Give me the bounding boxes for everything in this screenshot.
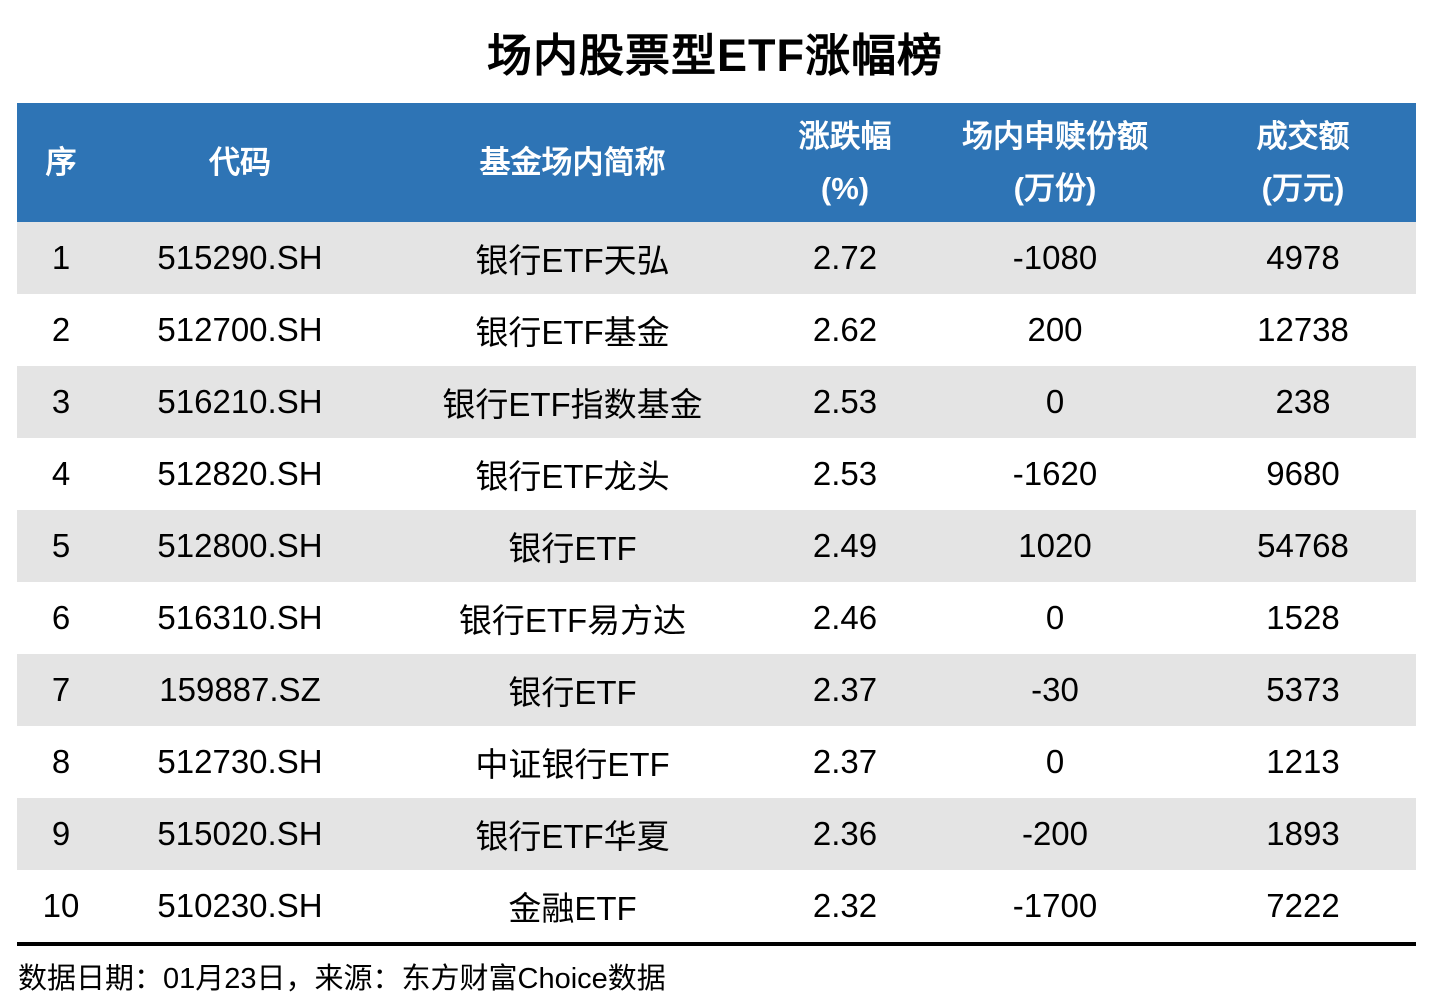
col-header-shares-line2: (万份) [1013,170,1097,206]
cell-rank: 5 [51,527,71,564]
col-header-code: 代码 [105,103,375,222]
cell-turnover: 1893 [1266,815,1340,852]
cell-code: 512820.SH [157,455,323,492]
cell-rank: 10 [42,887,80,924]
cell-shares: 0 [1045,383,1065,420]
table-row: 3 516210.SH 银行ETF指数基金 2.53 0 238 [17,366,1416,438]
cell-turnover: 4978 [1266,239,1340,276]
cell-rank: 4 [51,455,71,492]
col-header-turnover-line1: 成交额 [1256,118,1350,154]
cell-rank: 7 [51,671,71,708]
cell-code: 512800.SH [157,527,323,564]
cell-turnover: 238 [1275,383,1331,420]
col-header-turnover-line2: (万元) [1261,170,1345,206]
table-row: 1 515290.SH 银行ETF天弘 2.72 -1080 4978 [17,222,1416,294]
table-header: 序 代码 基金场内简称 涨跌幅 (%) 场内申赎份额 (万份) 成交额 [17,103,1416,222]
cell-rank: 9 [51,815,71,852]
data-source-note: 数据日期：01月23日，来源：东方财富Choice数据 [18,963,666,995]
cell-change-pct: 2.37 [812,743,878,780]
table-row: 7 159887.SZ 银行ETF 2.37 -30 5373 [17,654,1416,726]
cell-fund-name: 银行ETF基金 [475,314,670,351]
cell-rank: 1 [51,239,71,276]
etf-table: 序 代码 基金场内简称 涨跌幅 (%) 场内申赎份额 (万份) 成交额 [17,103,1416,942]
cell-code: 515290.SH [157,239,323,276]
col-header-shares: 场内申赎份额 (万份) [920,103,1190,222]
cell-change-pct: 2.37 [812,671,878,708]
footer-divider [17,942,1416,946]
col-header-code-label: 代码 [209,144,271,180]
cell-shares: 0 [1045,743,1065,780]
cell-code: 516310.SH [157,599,323,636]
table-header-row: 序 代码 基金场内简称 涨跌幅 (%) 场内申赎份额 (万份) 成交额 [17,103,1416,222]
cell-change-pct: 2.32 [812,887,878,924]
cell-fund-name: 中证银行ETF [475,746,670,783]
cell-code: 512730.SH [157,743,323,780]
cell-change-pct: 2.53 [812,383,878,420]
cell-rank: 6 [51,599,71,636]
page-title: 场内股票型ETF涨幅榜 [487,30,943,81]
cell-fund-name: 银行ETF华夏 [475,818,670,855]
cell-shares: 200 [1027,311,1083,348]
col-header-name: 基金场内简称 [375,103,770,222]
cell-shares: 0 [1045,599,1065,636]
col-header-name-label: 基金场内简称 [479,144,666,180]
cell-fund-name: 银行ETF [508,530,637,567]
table-row: 8 512730.SH 中证银行ETF 2.37 0 1213 [17,726,1416,798]
cell-code: 159887.SZ [159,671,321,708]
cell-shares: -1620 [1012,455,1098,492]
col-header-shares-line1: 场内申赎份额 [962,118,1148,154]
cell-code: 512700.SH [157,311,323,348]
cell-fund-name: 银行ETF指数基金 [442,386,703,423]
cell-change-pct: 2.46 [812,599,878,636]
cell-rank: 2 [51,311,71,348]
cell-rank: 3 [51,383,71,420]
cell-turnover: 7222 [1266,887,1340,924]
cell-code: 510230.SH [157,887,323,924]
cell-fund-name: 银行ETF易方达 [458,602,687,639]
cell-change-pct: 2.49 [812,527,878,564]
cell-shares: -1080 [1012,239,1098,276]
col-header-change-line2: (%) [820,170,870,206]
cell-turnover: 1213 [1266,743,1340,780]
cell-fund-name: 银行ETF天弘 [475,242,670,279]
cell-shares: -1700 [1012,887,1098,924]
cell-change-pct: 2.53 [812,455,878,492]
table-body: 1 515290.SH 银行ETF天弘 2.72 -1080 4978 2 512700.SH… [17,222,1416,942]
cell-turnover: 12738 [1257,311,1349,348]
cell-turnover: 1528 [1266,599,1340,636]
table-row: 10 510230.SH 金融ETF 2.32 -1700 7222 [17,870,1416,942]
cell-shares: -200 [1021,815,1089,852]
col-header-rank: 序 [17,103,105,222]
cell-shares: 1020 [1018,527,1092,564]
cell-turnover: 9680 [1266,455,1340,492]
table-row: 4 512820.SH 银行ETF龙头 2.53 -1620 9680 [17,438,1416,510]
cell-change-pct: 2.72 [812,239,878,276]
cell-turnover: 5373 [1266,671,1340,708]
table-row: 5 512800.SH 银行ETF 2.49 1020 54768 [17,510,1416,582]
cell-change-pct: 2.62 [812,311,878,348]
cell-turnover: 54768 [1257,527,1349,564]
col-header-turnover: 成交额 (万元) [1190,103,1416,222]
cell-fund-name: 银行ETF [508,674,637,711]
cell-code: 516210.SH [157,383,323,420]
cell-change-pct: 2.36 [812,815,878,852]
table-row: 6 516310.SH 银行ETF易方达 2.46 0 1528 [17,582,1416,654]
cell-rank: 8 [51,743,71,780]
cell-fund-name: 金融ETF [508,890,637,927]
col-header-rank-label: 序 [45,144,77,180]
col-header-change-line1: 涨跌幅 [798,118,892,154]
cell-code: 515020.SH [157,815,323,852]
cell-fund-name: 银行ETF龙头 [475,458,670,495]
cell-shares: -30 [1031,671,1079,708]
table-row: 9 515020.SH 银行ETF华夏 2.36 -200 1893 [17,798,1416,870]
table-row: 2 512700.SH 银行ETF基金 2.62 200 12738 [17,294,1416,366]
col-header-change: 涨跌幅 (%) [770,103,920,222]
